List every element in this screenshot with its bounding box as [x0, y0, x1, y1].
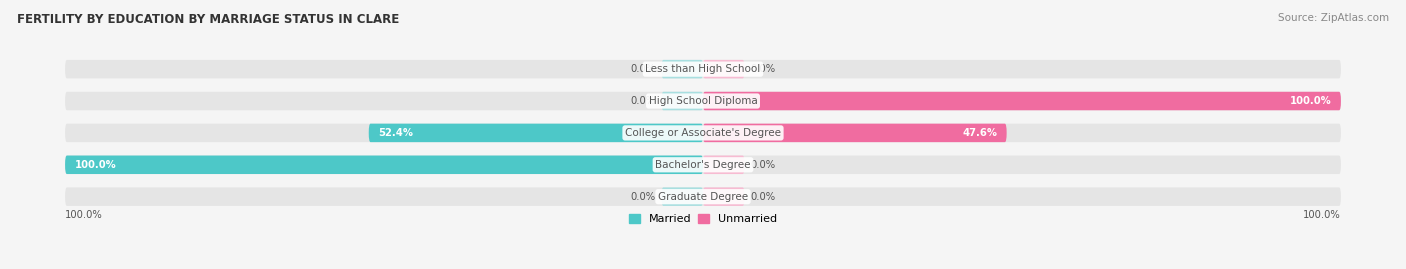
FancyBboxPatch shape — [703, 60, 744, 78]
Text: Graduate Degree: Graduate Degree — [658, 192, 748, 202]
Text: 0.0%: 0.0% — [751, 160, 776, 170]
FancyBboxPatch shape — [65, 155, 1341, 174]
FancyBboxPatch shape — [65, 92, 1341, 110]
Text: 0.0%: 0.0% — [751, 64, 776, 74]
FancyBboxPatch shape — [662, 187, 703, 206]
Text: Bachelor's Degree: Bachelor's Degree — [655, 160, 751, 170]
FancyBboxPatch shape — [703, 155, 744, 174]
Text: FERTILITY BY EDUCATION BY MARRIAGE STATUS IN CLARE: FERTILITY BY EDUCATION BY MARRIAGE STATU… — [17, 13, 399, 26]
Text: 47.6%: 47.6% — [962, 128, 997, 138]
Text: Less than High School: Less than High School — [645, 64, 761, 74]
FancyBboxPatch shape — [703, 92, 1341, 110]
FancyBboxPatch shape — [368, 124, 703, 142]
FancyBboxPatch shape — [65, 124, 1341, 142]
Text: 52.4%: 52.4% — [378, 128, 413, 138]
Text: 100.0%: 100.0% — [1289, 96, 1331, 106]
FancyBboxPatch shape — [65, 60, 1341, 78]
Text: 100.0%: 100.0% — [1303, 210, 1341, 220]
FancyBboxPatch shape — [662, 60, 703, 78]
FancyBboxPatch shape — [662, 92, 703, 110]
Text: 0.0%: 0.0% — [630, 96, 655, 106]
FancyBboxPatch shape — [65, 155, 703, 174]
Text: 0.0%: 0.0% — [751, 192, 776, 202]
Text: 0.0%: 0.0% — [630, 192, 655, 202]
Text: Source: ZipAtlas.com: Source: ZipAtlas.com — [1278, 13, 1389, 23]
Text: College or Associate's Degree: College or Associate's Degree — [626, 128, 780, 138]
FancyBboxPatch shape — [703, 124, 1007, 142]
Text: High School Diploma: High School Diploma — [648, 96, 758, 106]
FancyBboxPatch shape — [703, 187, 744, 206]
Text: 100.0%: 100.0% — [65, 210, 103, 220]
FancyBboxPatch shape — [65, 187, 1341, 206]
Text: 0.0%: 0.0% — [630, 64, 655, 74]
Text: 100.0%: 100.0% — [75, 160, 117, 170]
Legend: Married, Unmarried: Married, Unmarried — [624, 210, 782, 229]
